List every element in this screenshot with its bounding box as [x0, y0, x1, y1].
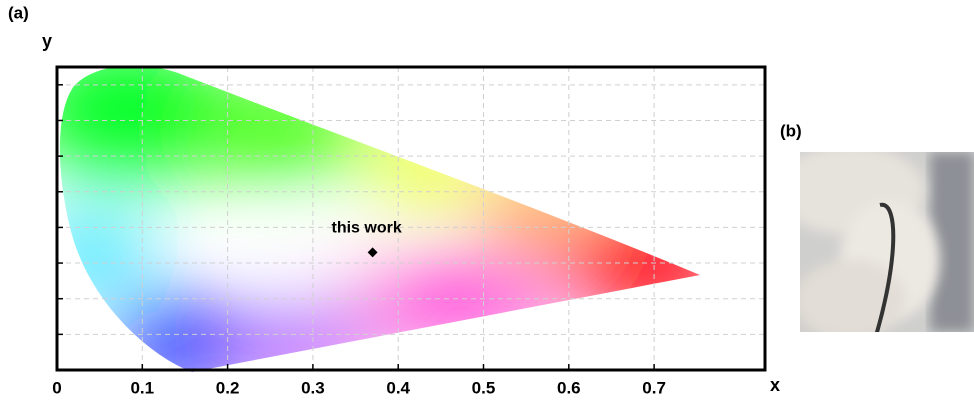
- chromaticity-area: [20, 40, 740, 390]
- x-tick-label: 0.6: [557, 378, 581, 397]
- x-tick-label: 0.3: [301, 378, 325, 397]
- x-tick-label: 0.5: [472, 378, 496, 397]
- photo: [775, 145, 974, 355]
- panel-label: (b): [780, 121, 802, 140]
- figure: (a) y x (b) 00.10.20.30.40.50.60.7thi: [0, 0, 974, 408]
- page: (a) y x (b) 00.10.20.30.40.50.60.7thi: [0, 0, 974, 408]
- x-tick-label: 0.4: [386, 378, 410, 397]
- x-axis-label: x: [770, 375, 780, 395]
- point-label: this work: [331, 220, 401, 237]
- photo-panel: (b): [775, 121, 974, 355]
- x-tick-label: 0: [52, 378, 61, 397]
- x-tick-label: 0.7: [642, 378, 666, 397]
- panel-label: (a): [8, 3, 29, 22]
- y-axis-label: y: [42, 31, 52, 51]
- x-tick-label: 0.2: [216, 378, 240, 397]
- x-tick-label: 0.1: [130, 378, 154, 397]
